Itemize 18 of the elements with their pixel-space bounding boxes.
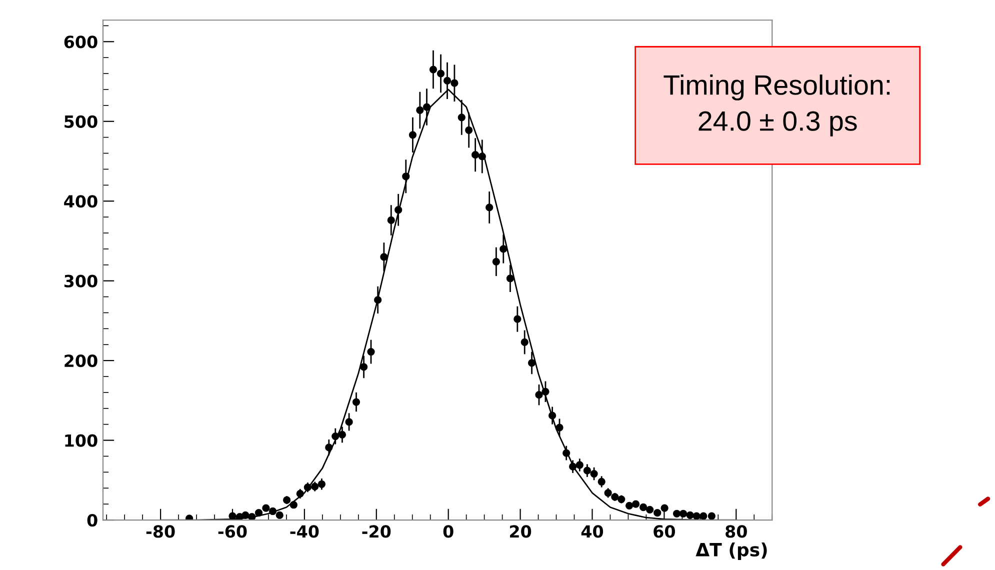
y-tick-label: 500: [64, 115, 98, 128]
x-tick-label: 20: [510, 525, 532, 538]
x-axis-title: ΔT (ps): [696, 542, 767, 560]
x-tick-label: 80: [726, 525, 747, 538]
x-tick-label: -60: [218, 525, 247, 538]
x-tick-label: 60: [654, 525, 675, 538]
annotation: Timing Resolution: 24.0 ± 0.3 ps: [664, 74, 890, 136]
y-tick-label: 400: [64, 195, 98, 208]
x-tick-label: -20: [362, 525, 391, 538]
x-tick-label: -40: [290, 525, 319, 538]
y-tick-label: 0: [87, 514, 98, 527]
y-tick-label: 300: [64, 274, 98, 288]
y-tick-label: 100: [65, 434, 98, 447]
y-tick-label: 200: [64, 354, 98, 368]
x-tick-label: 40: [581, 525, 604, 538]
x-tick-label: -80: [146, 525, 175, 538]
x-tick-label: 0: [443, 525, 454, 538]
y-tick-label: 600: [64, 36, 98, 48]
